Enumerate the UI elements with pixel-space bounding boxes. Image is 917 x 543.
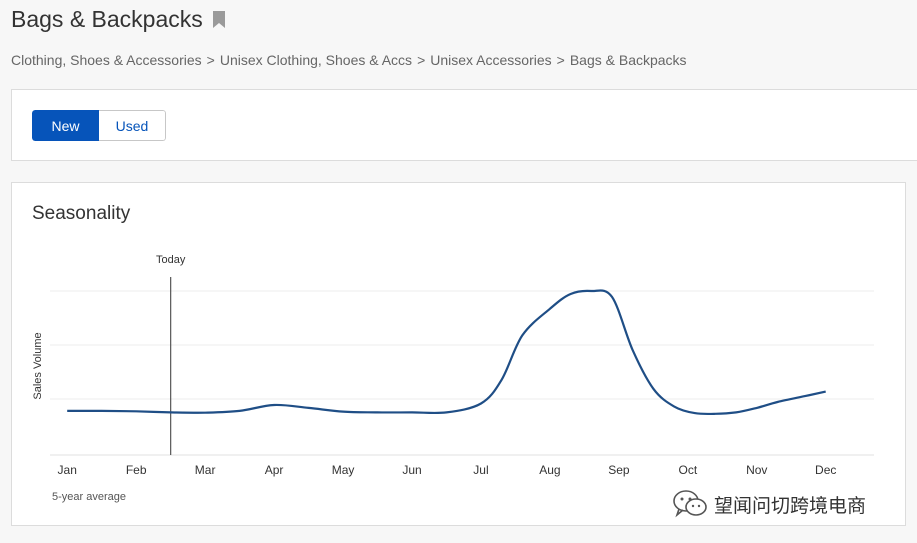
watermark: 望闻问切跨境电商 [672,489,866,519]
x-tick-label: Oct [678,463,697,477]
watermark-text: 望闻问切跨境电商 [714,495,867,517]
x-tick-label: Jan [58,463,77,477]
breadcrumb-item[interactable]: Unisex Clothing, Shoes & Accs [219,52,413,68]
breadcrumb-separator: > [556,52,565,68]
condition-panel: New Used [11,89,917,161]
breadcrumb-separator: > [206,52,215,68]
seasonality-title: Seasonality [32,203,131,224]
five-year-average-note: 5-year average [52,491,126,503]
x-tick-label: Aug [539,463,560,477]
x-tick-label: Jul [473,463,488,477]
x-tick-label: Nov [746,463,767,477]
sales-volume-line [67,289,826,416]
x-tick-label: Jun [402,463,421,477]
page-title-text: Bags & Backpacks [11,6,203,32]
x-tick-label: Mar [195,463,216,477]
wechat-icon [673,490,707,518]
seasonality-panel: Seasonality Sales Volume Jan Feb Mar Apr May J… [11,182,906,526]
today-label: Today [156,254,186,266]
breadcrumb-item[interactable]: Unisex Accessories [430,52,552,68]
x-tick-label: May [332,463,355,477]
page-title: Bags & Backpacks [11,6,225,33]
x-tick-label: Feb [126,463,147,477]
used-button[interactable]: Used [99,110,166,141]
x-tick-label: Sep [608,463,630,477]
new-button[interactable]: New [32,110,99,141]
x-tick-label: Apr [265,463,284,477]
seasonality-chart: Sales Volume Jan Feb Mar Apr May Jun Jul Aug Sep O… [32,254,874,477]
x-tick-label: Dec [815,463,836,477]
bookmark-icon[interactable] [212,11,225,28]
condition-toggle: New Used [32,110,166,141]
breadcrumb-separator: > [417,52,426,68]
breadcrumb: Clothing, Shoes & Accessories > Unisex Clo… [11,52,687,68]
breadcrumb-item-current: Bags & Backpacks [569,52,687,68]
breadcrumb-item[interactable]: Clothing, Shoes & Accessories [11,52,202,68]
y-axis-label: Sales Volume [32,332,44,399]
